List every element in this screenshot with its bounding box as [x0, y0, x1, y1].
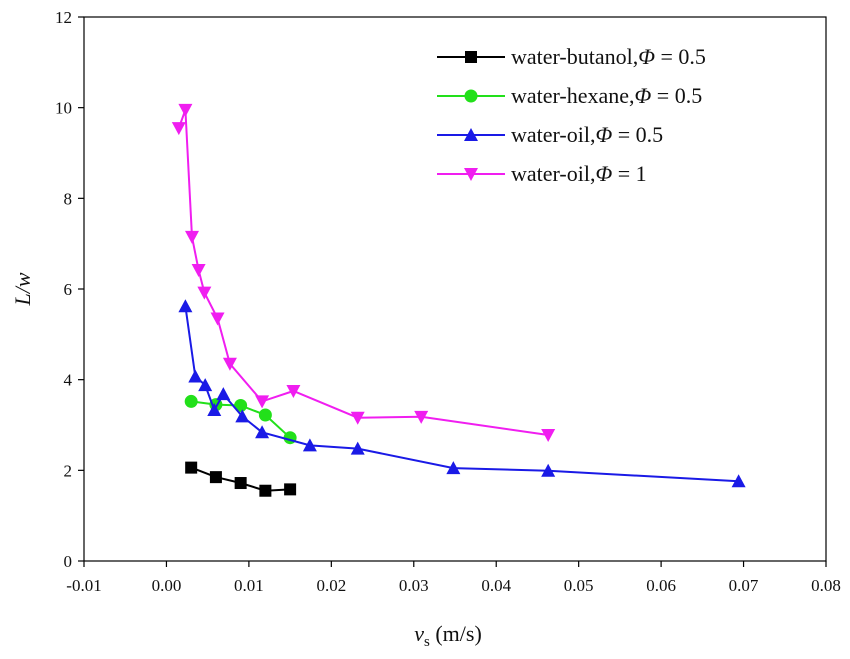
legend-label: water-oil,Φ = 1 [511, 161, 647, 186]
y-axis-title: L/w [10, 272, 35, 306]
data-point [286, 385, 301, 398]
data-point [178, 299, 193, 313]
data-point [259, 484, 272, 497]
x-tick-label: 0.01 [234, 576, 264, 595]
x-tick-label: 0.02 [316, 576, 346, 595]
data-point [541, 428, 556, 442]
data-point [216, 387, 231, 401]
data-point [350, 441, 365, 455]
data-point [191, 263, 206, 277]
data-point [234, 399, 248, 413]
data-point [184, 394, 198, 408]
legend-marker [465, 51, 477, 63]
series-layer [171, 103, 746, 497]
x-tick-label: 0.00 [152, 576, 182, 595]
data-point [541, 463, 556, 477]
y-tick-label: 12 [55, 8, 72, 27]
y-axis-ticks: 0 2 4 6 8 10 12 [55, 8, 84, 571]
x-axis-title-unit: (m/s) [430, 621, 482, 646]
legend-item: water-butanol,Φ = 0.5 [437, 44, 706, 69]
x-tick-label: 0.03 [399, 576, 429, 595]
data-point [284, 483, 297, 496]
x-axis-ticks: -0.01 0.00 0.01 0.02 0.03 0.04 0.05 0.06 0.07 0.0… [66, 561, 841, 595]
legend-label: water-oil,Φ = 0.5 [511, 122, 663, 147]
data-point [350, 411, 365, 425]
legend-label: water-butanol,Φ = 0.5 [511, 44, 706, 69]
data-point [235, 409, 250, 423]
x-tick-label: -0.01 [66, 576, 101, 595]
legend-marker [464, 89, 478, 103]
data-point [414, 410, 429, 424]
x-tick-label: 0.04 [481, 576, 511, 595]
x-tick-label: 0.07 [729, 576, 759, 595]
legend-item: water-oil,Φ = 0.5 [437, 122, 663, 147]
data-point [185, 230, 200, 244]
data-point [255, 395, 270, 409]
data-point [171, 122, 186, 136]
data-point [209, 471, 222, 484]
data-point [178, 103, 193, 117]
data-point [258, 408, 272, 422]
data-point [446, 461, 461, 475]
y-tick-label: 6 [64, 280, 73, 299]
data-point [207, 403, 222, 417]
y-tick-label: 2 [64, 461, 73, 480]
series-1 [184, 394, 297, 445]
data-point [731, 474, 746, 488]
series-0 [185, 461, 297, 497]
y-tick-label: 4 [64, 371, 73, 390]
legend-item: water-oil,Φ = 1 [437, 161, 647, 186]
legend-label: water-hexane,Φ = 0.5 [511, 83, 702, 108]
x-axis-title-var: v [414, 621, 424, 646]
x-axis-title-sub: s [424, 634, 430, 650]
series-3 [171, 103, 556, 442]
x-tick-label: 0.06 [646, 576, 676, 595]
data-point [234, 477, 247, 490]
y-tick-label: 8 [64, 189, 73, 208]
x-tick-label: 0.05 [564, 576, 594, 595]
data-point [255, 425, 270, 439]
data-point [188, 369, 203, 383]
series-2 [178, 299, 746, 488]
legend-item: water-hexane,Φ = 0.5 [437, 83, 702, 108]
y-tick-label: 10 [55, 99, 72, 118]
y-tick-label: 0 [64, 552, 73, 571]
data-point [185, 461, 198, 474]
x-axis-title: vs (m/s) [414, 621, 482, 650]
data-point [222, 357, 237, 371]
data-point [302, 438, 317, 452]
x-tick-label: 0.08 [811, 576, 841, 595]
data-point [197, 286, 212, 300]
legend-marker [464, 168, 478, 181]
series-line [177, 109, 549, 436]
data-point [210, 312, 225, 326]
legend: water-butanol,Φ = 0.5 water-hexane,Φ = 0.… [437, 44, 706, 186]
data-point [198, 378, 213, 392]
legend-marker [464, 128, 478, 141]
